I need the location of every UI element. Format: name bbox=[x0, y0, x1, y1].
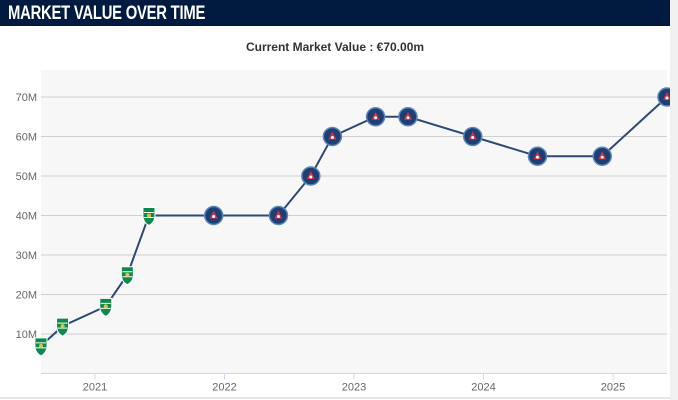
y-tick-label: 20M bbox=[16, 290, 37, 302]
x-tick-label: 2021 bbox=[83, 382, 107, 394]
section-header: MARKET VALUE OVER TIME bbox=[0, 0, 670, 26]
psg-crest-marker[interactable] bbox=[657, 87, 670, 107]
y-tick-label: 40M bbox=[16, 211, 37, 223]
divider bbox=[0, 397, 670, 399]
x-tick-label: 2022 bbox=[212, 382, 236, 394]
y-tick-label: 70M bbox=[16, 92, 37, 104]
psg-crest-marker[interactable] bbox=[268, 205, 289, 226]
psg-crest-marker[interactable] bbox=[462, 126, 483, 147]
psg-crest-marker[interactable] bbox=[203, 205, 224, 226]
sporting-crest-marker[interactable] bbox=[56, 317, 70, 337]
section-title: MARKET VALUE OVER TIME bbox=[8, 3, 206, 24]
psg-crest-marker[interactable] bbox=[365, 107, 386, 127]
y-tick-label: 10M bbox=[16, 329, 37, 341]
sporting-crest-marker[interactable] bbox=[99, 297, 113, 317]
psg-crest-marker[interactable] bbox=[301, 166, 321, 186]
y-tick-label: 30M bbox=[16, 250, 37, 262]
x-tick-label: 2023 bbox=[342, 382, 366, 394]
psg-crest-marker[interactable] bbox=[322, 126, 343, 147]
psg-crest-marker[interactable] bbox=[592, 146, 612, 166]
x-tick-label: 2025 bbox=[601, 382, 625, 394]
x-tick-label: 2024 bbox=[471, 382, 495, 394]
y-tick-label: 60M bbox=[16, 132, 37, 144]
plot-area bbox=[41, 70, 667, 374]
psg-crest-marker[interactable] bbox=[527, 146, 548, 166]
psg-crest-marker[interactable] bbox=[398, 107, 418, 127]
chart-title: Current Market Value : €70.00m bbox=[245, 40, 425, 54]
scrollbar-track bbox=[670, 0, 678, 400]
y-tick-label: 50M bbox=[16, 171, 37, 183]
sporting-crest-marker[interactable] bbox=[142, 207, 156, 227]
sporting-crest-marker[interactable] bbox=[120, 266, 134, 286]
sporting-crest-marker[interactable] bbox=[34, 337, 48, 357]
